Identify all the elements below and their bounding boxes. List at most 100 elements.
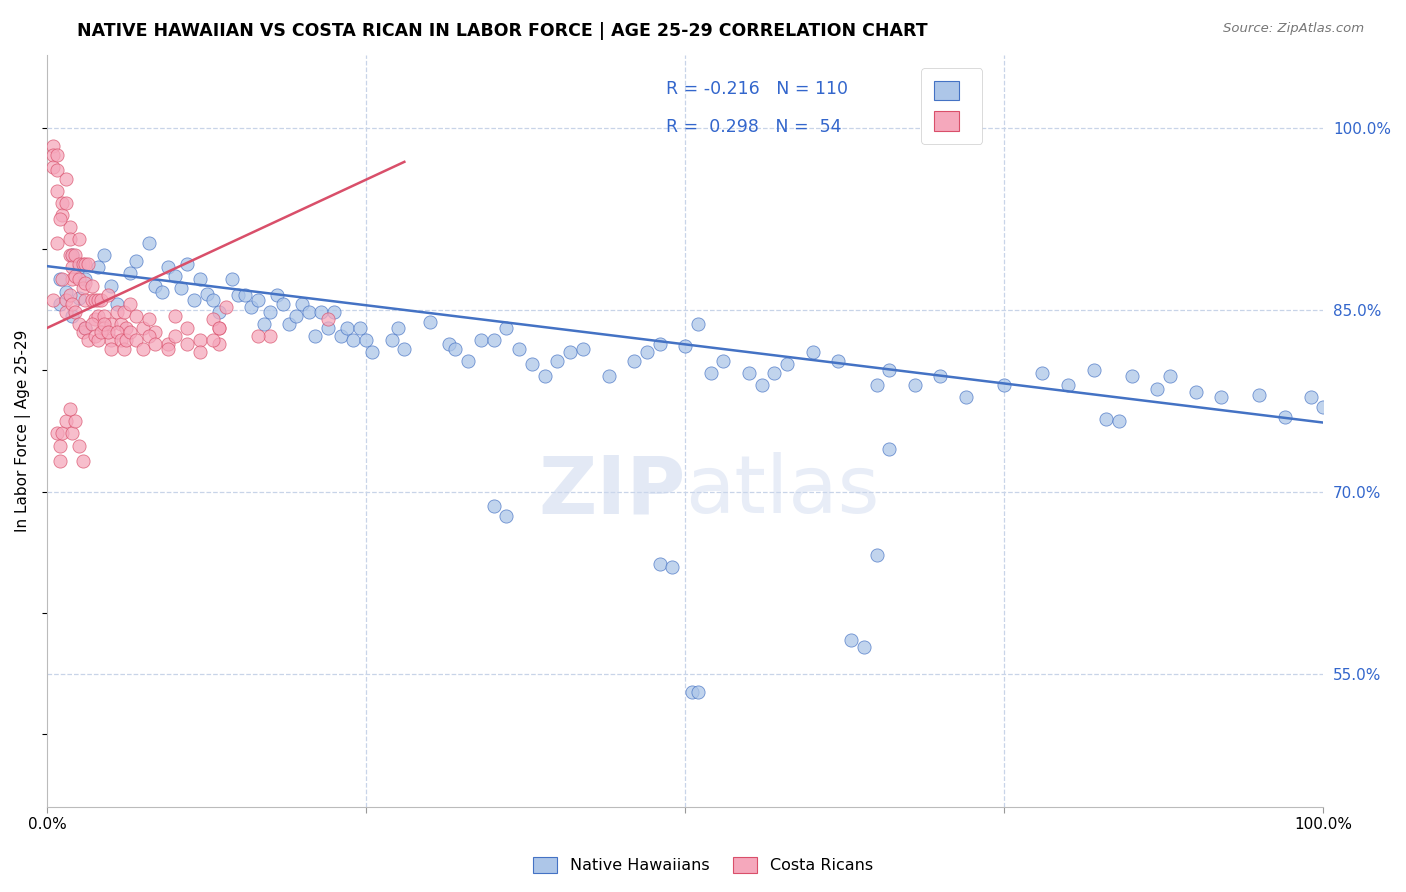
Point: [763, 366, 786, 380]
Point: [59, 248, 82, 262]
Point: [208, 305, 231, 319]
Point: [520, 357, 543, 371]
Point: [84, 312, 107, 326]
Point: [201, 293, 224, 307]
Point: [100, 278, 122, 293]
Point: [118, 325, 141, 339]
Point: [1095, 412, 1118, 426]
Point: [648, 336, 671, 351]
Point: [97, 288, 120, 302]
Point: [48, 272, 70, 286]
Point: [55, 171, 77, 186]
Point: [55, 196, 77, 211]
Point: [90, 325, 112, 339]
Point: [1146, 382, 1168, 396]
Point: [93, 309, 115, 323]
Point: [76, 333, 98, 347]
Point: [686, 318, 709, 332]
Point: [163, 268, 186, 283]
Point: [1184, 385, 1206, 400]
Point: [1057, 378, 1080, 392]
Point: [201, 333, 224, 347]
Point: [46, 236, 69, 251]
Point: [51, 272, 73, 286]
Point: [342, 333, 364, 347]
Point: [72, 454, 94, 468]
Legend: , : ,: [921, 68, 983, 144]
Point: [1083, 363, 1105, 377]
Point: [59, 402, 82, 417]
Point: [865, 378, 887, 392]
Point: [67, 291, 90, 305]
Point: [1159, 369, 1181, 384]
Point: [87, 260, 110, 275]
Text: R = -0.216   N = 110: R = -0.216 N = 110: [666, 80, 848, 98]
Point: [170, 281, 193, 295]
Point: [51, 426, 73, 441]
Point: [323, 305, 346, 319]
Point: [48, 211, 70, 226]
Point: [457, 353, 479, 368]
Point: [598, 369, 620, 384]
Point: [76, 257, 98, 271]
Point: [648, 558, 671, 572]
Point: [259, 305, 281, 319]
Point: [55, 285, 77, 299]
Point: [183, 293, 205, 307]
Point: [93, 318, 115, 332]
Point: [105, 325, 128, 339]
Point: [381, 333, 404, 347]
Point: [1299, 390, 1322, 404]
Point: [157, 336, 180, 351]
Point: [349, 321, 371, 335]
Point: [75, 321, 97, 335]
Point: [59, 220, 82, 235]
Point: [67, 232, 90, 246]
Point: [533, 369, 555, 384]
Point: [125, 309, 148, 323]
Point: [97, 325, 120, 339]
Point: [444, 342, 467, 356]
Point: [1121, 369, 1143, 384]
Point: [125, 333, 148, 347]
Point: [63, 305, 86, 319]
Point: [681, 685, 703, 699]
Point: [304, 329, 326, 343]
Point: [55, 293, 77, 307]
Point: [84, 293, 107, 307]
Point: [316, 312, 339, 326]
Point: [394, 342, 416, 356]
Point: [75, 272, 97, 286]
Point: [138, 312, 160, 326]
Point: [46, 163, 69, 178]
Point: [253, 318, 276, 332]
Point: [42, 160, 65, 174]
Point: [62, 248, 84, 262]
Point: [75, 293, 97, 307]
Point: [208, 336, 231, 351]
Point: [75, 257, 97, 271]
Point: [63, 248, 86, 262]
Point: [80, 293, 103, 307]
Point: [59, 232, 82, 246]
Point: [87, 309, 110, 323]
Text: atlas: atlas: [685, 452, 880, 530]
Point: [865, 548, 887, 562]
Point: [42, 293, 65, 307]
Point: [713, 353, 735, 368]
Point: [437, 336, 460, 351]
Point: [90, 293, 112, 307]
Point: [51, 196, 73, 211]
Point: [419, 315, 441, 329]
Point: [138, 236, 160, 251]
Point: [266, 288, 288, 302]
Text: R =  0.298   N =  54: R = 0.298 N = 54: [666, 118, 841, 136]
Point: [67, 272, 90, 286]
Point: [354, 333, 377, 347]
Point: [1249, 387, 1271, 401]
Text: NATIVE HAWAIIAN VS COSTA RICAN IN LABOR FORCE | AGE 25-29 CORRELATION CHART: NATIVE HAWAIIAN VS COSTA RICAN IN LABOR …: [77, 22, 928, 40]
Point: [63, 414, 86, 428]
Legend: Native Hawaiians, Costa Ricans: Native Hawaiians, Costa Ricans: [526, 850, 880, 880]
Point: [738, 366, 761, 380]
Point: [233, 288, 256, 302]
